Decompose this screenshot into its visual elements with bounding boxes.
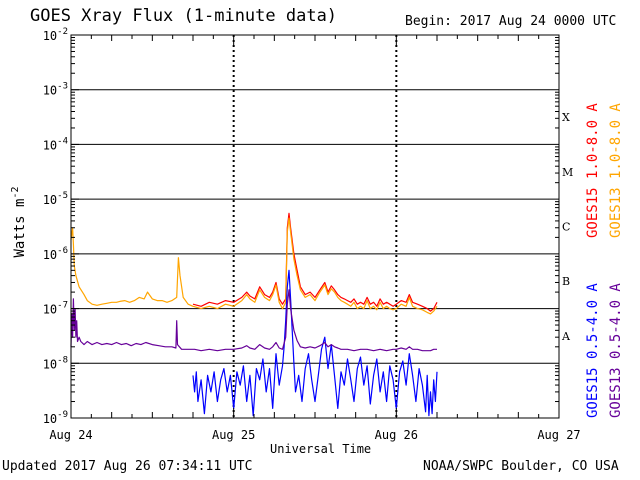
- legend-entry: GOES15 1.0-8.0 A: [585, 103, 601, 238]
- x-tick-label: Aug 25: [212, 428, 255, 442]
- plot-frame: [70, 34, 560, 419]
- y-tick-label: 10-4: [43, 136, 68, 152]
- chart-title: GOES Xray Flux (1-minute data): [30, 6, 338, 26]
- y-tick-label: 10-3: [43, 82, 68, 98]
- y-tick-label: 10-9: [43, 410, 68, 426]
- legend-entry: GOES13 1.0-8.0 A: [608, 103, 624, 238]
- y-axis-label-exp: -2: [10, 186, 21, 198]
- legend-entry: GOES15 0.5-4.0 A: [585, 283, 601, 418]
- series-line-3: [70, 289, 437, 352]
- flare-class-label: M: [562, 166, 573, 179]
- series-line-2: [192, 269, 438, 417]
- flare-class-label: X: [562, 111, 570, 124]
- y-tick-label: 10-8: [43, 355, 68, 371]
- updated-timestamp: Updated 2017 Aug 26 07:34:11 UTC: [2, 459, 253, 474]
- flare-class-label: C: [562, 221, 570, 234]
- series-line-0: [192, 212, 438, 312]
- y-tick-label: 10-5: [43, 191, 68, 207]
- credit-text: NOAA/SWPC Boulder, CO USA: [423, 459, 619, 474]
- begin-time: Begin: 2017 Aug 24 0000 UTC: [405, 14, 617, 29]
- y-tick-label: 10-7: [43, 301, 68, 317]
- flare-class-label: A: [561, 330, 571, 343]
- y-axis-label: Watts m-2: [10, 186, 28, 257]
- flare-class-label: B: [562, 275, 570, 288]
- legend-layer: GOES15 1.0-8.0 A GOES13 1.0-8.0 A GOES15 0…: [585, 103, 624, 418]
- grid-layer: [71, 35, 559, 418]
- y-tick-label: 10-6: [43, 246, 68, 262]
- x-axis-label: Universal Time: [270, 442, 372, 456]
- axis-layer: 10-9 10-8 10-7 10-6 10-5 10-4 10-3 10-2 Aug 24 Au…: [43, 27, 581, 442]
- series-layer: [70, 212, 438, 417]
- x-tick-label: Aug 24: [49, 428, 92, 442]
- y-tick-label: 10-2: [43, 27, 68, 43]
- y-axis-label-text: Watts m: [12, 199, 28, 258]
- series-line-1: [70, 217, 438, 315]
- x-tick-label: Aug 27: [537, 428, 580, 442]
- x-tick-label: Aug 26: [375, 428, 418, 442]
- legend-entry: GOES13 0.5-4.0 A: [608, 283, 624, 418]
